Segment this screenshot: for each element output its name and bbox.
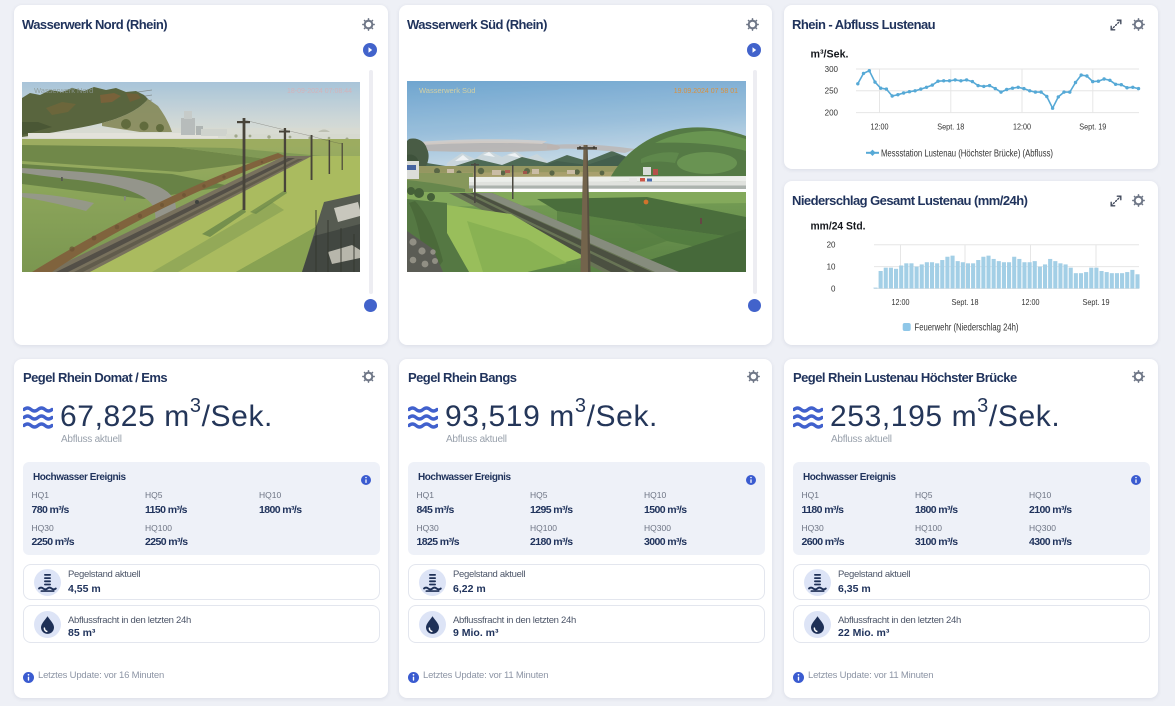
svg-text:Wasserwerk Nord: Wasserwerk Nord xyxy=(34,86,93,95)
svg-text:12:00: 12:00 xyxy=(892,297,910,307)
svg-text:Messstation Lustenau (Höchster: Messstation Lustenau (Höchster Brücke) (… xyxy=(881,148,1053,159)
svg-text:12:00: 12:00 xyxy=(871,121,889,131)
svg-text:Sept. 19: Sept. 19 xyxy=(1079,121,1106,131)
svg-text:19.09.2024 07 58 01: 19.09.2024 07 58 01 xyxy=(674,88,738,95)
svg-text:12:00: 12:00 xyxy=(1013,121,1031,131)
svg-text:0: 0 xyxy=(831,284,836,293)
svg-text:m³/Sek.: m³/Sek. xyxy=(811,49,849,61)
svg-text:200: 200 xyxy=(825,108,839,117)
svg-text:Wasserwerk Süd: Wasserwerk Süd xyxy=(419,86,475,95)
svg-text:Sept. 19: Sept. 19 xyxy=(1083,297,1110,307)
svg-text:250: 250 xyxy=(825,87,839,96)
svg-text:20: 20 xyxy=(827,241,836,250)
svg-text:12:00: 12:00 xyxy=(1022,297,1040,307)
svg-text:Sept. 18: Sept. 18 xyxy=(937,121,964,131)
svg-text:mm/24 Std.: mm/24 Std. xyxy=(811,221,866,233)
svg-text:Sept. 18: Sept. 18 xyxy=(952,297,979,307)
svg-text:18-09-2024 07:08:44: 18-09-2024 07:08:44 xyxy=(287,88,352,95)
svg-text:10: 10 xyxy=(827,262,836,271)
svg-text:Feuerwehr (Niederschlag 24h): Feuerwehr (Niederschlag 24h) xyxy=(915,323,1019,334)
svg-text:300: 300 xyxy=(825,65,839,74)
